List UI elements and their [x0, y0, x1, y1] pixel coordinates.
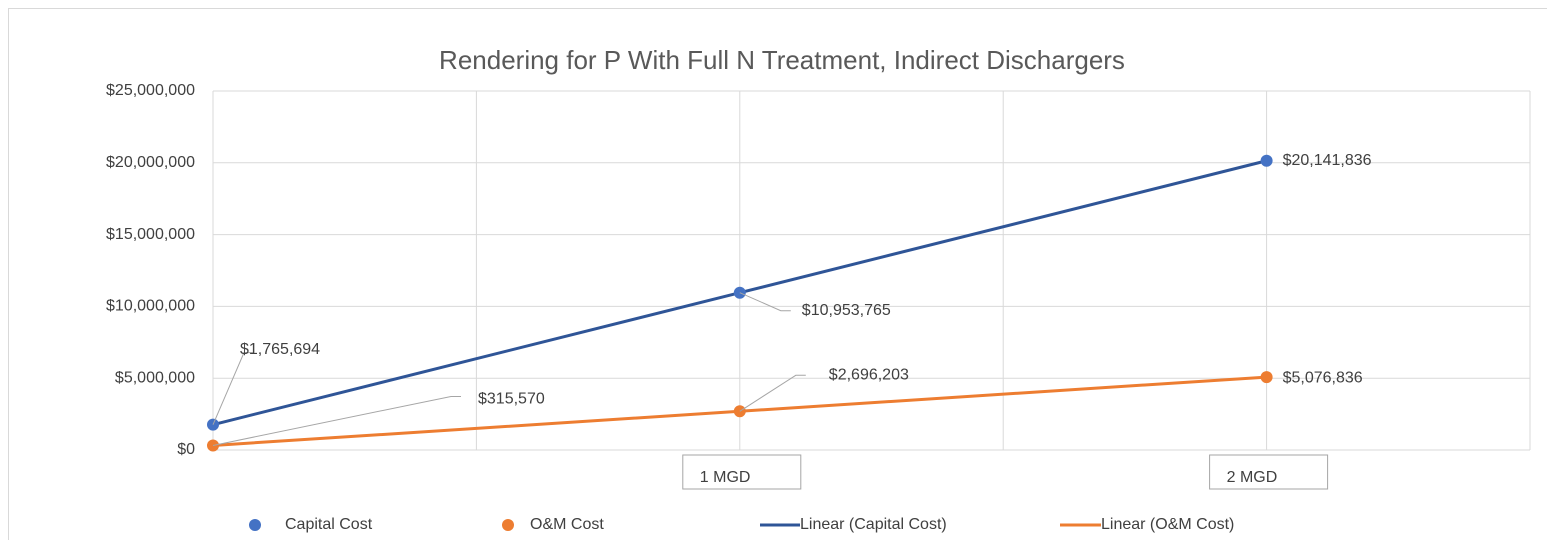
annotation-box [1209, 454, 1329, 490]
legend-marker [249, 519, 261, 531]
data-label: $10,953,765 [802, 302, 891, 319]
legend-label: Linear (Capital Cost) [800, 516, 947, 533]
legend-marker [502, 519, 514, 531]
leader-line [739, 374, 806, 412]
y-tick-label: $20,000,000 [106, 154, 195, 171]
y-tick-label: $0 [177, 441, 195, 458]
leader-line [739, 292, 791, 312]
y-tick-label: $10,000,000 [106, 298, 195, 315]
y-tick-label: $25,000,000 [106, 82, 195, 99]
legend-label: O&M Cost [530, 516, 604, 533]
data-label: $5,076,836 [1283, 369, 1363, 386]
annotation: 2 MGD [1227, 469, 1278, 486]
marker [1260, 154, 1273, 167]
y-tick-label: $15,000,000 [106, 226, 195, 243]
legend-label: Capital Cost [285, 516, 373, 533]
data-label: $1,765,694 [240, 341, 320, 358]
annotation-box [682, 454, 802, 490]
leader-line [212, 395, 461, 446]
chart-title: Rendering for P With Full N Treatment, I… [439, 45, 1125, 75]
y-tick-label: $5,000,000 [115, 369, 195, 386]
chart-area [8, 8, 1547, 540]
data-label: $20,141,836 [1283, 152, 1372, 169]
annotation: 1 MGD [700, 469, 751, 486]
legend-label: Linear (O&M Cost) [1101, 516, 1234, 533]
marker [1260, 371, 1273, 384]
data-label: $315,570 [478, 391, 545, 408]
data-label: $2,696,203 [829, 367, 909, 384]
leader-line [212, 352, 254, 425]
